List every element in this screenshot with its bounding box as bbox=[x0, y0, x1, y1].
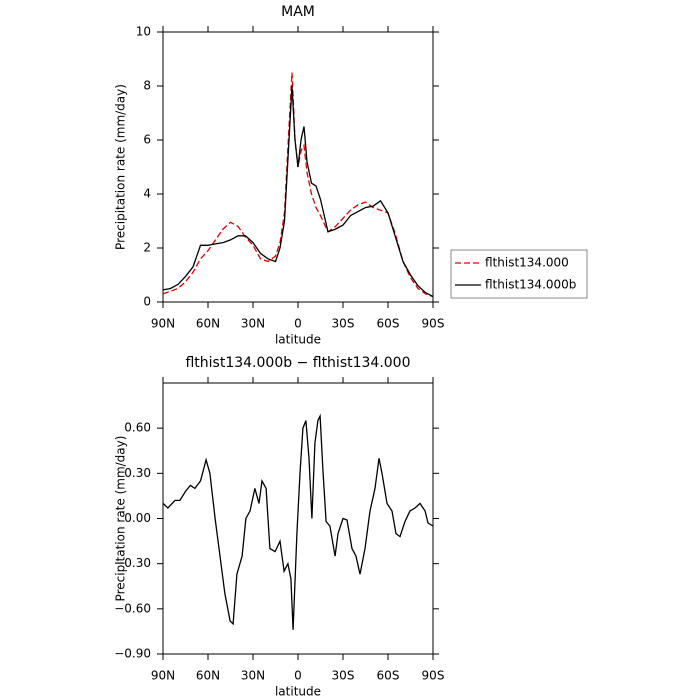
x-tick-label: 90N bbox=[151, 317, 175, 331]
x-tick-label: 60S bbox=[377, 317, 400, 331]
y-tick-label: −0.90 bbox=[114, 647, 151, 661]
x-tick-label: 30N bbox=[241, 669, 265, 683]
x-tick-label: 0 bbox=[294, 669, 302, 683]
chart-title: MAM bbox=[281, 4, 315, 20]
series-line bbox=[162, 85, 434, 298]
x-tick-label: 90S bbox=[422, 317, 445, 331]
legend-label: flthist134.000 bbox=[485, 256, 569, 270]
legend-label: flthist134.000b bbox=[485, 278, 576, 292]
y-tick-label: 4 bbox=[143, 187, 151, 201]
legend-box bbox=[450, 249, 588, 299]
x-tick-label: 60S bbox=[377, 669, 400, 683]
x-tick-label: 30N bbox=[241, 317, 265, 331]
y-tick-label: 0.30 bbox=[124, 466, 151, 480]
y-tick-label: 0.60 bbox=[124, 421, 151, 435]
y-axis-label: Precipitation rate (mm/day) bbox=[114, 436, 128, 602]
x-tick-label: 30S bbox=[332, 317, 355, 331]
x-tick-label: 90S bbox=[422, 669, 445, 683]
x-axis-label: latitude bbox=[275, 333, 321, 347]
y-tick-label: 10 bbox=[136, 25, 151, 39]
series-line bbox=[162, 72, 434, 298]
x-tick-label: 0 bbox=[294, 317, 302, 331]
x-tick-label: 30S bbox=[332, 669, 355, 683]
y-tick-label: 0.00 bbox=[124, 511, 151, 525]
y-axis-label: Precipitation rate (mm/day) bbox=[114, 84, 128, 250]
x-tick-label: 90N bbox=[151, 669, 175, 683]
y-tick-label: −0.60 bbox=[114, 601, 151, 615]
x-tick-label: 60N bbox=[196, 669, 220, 683]
y-tick-label: 0 bbox=[143, 295, 151, 309]
y-tick-label: 2 bbox=[143, 241, 151, 255]
chart-title: flthist134.000b − flthist134.000 bbox=[185, 355, 410, 371]
series-line bbox=[162, 413, 434, 630]
y-tick-label: 8 bbox=[143, 79, 151, 93]
y-tick-label: 6 bbox=[143, 133, 151, 147]
y-tick-label: −0.30 bbox=[114, 556, 151, 570]
x-axis-label: latitude bbox=[275, 685, 321, 699]
x-tick-label: 60N bbox=[196, 317, 220, 331]
